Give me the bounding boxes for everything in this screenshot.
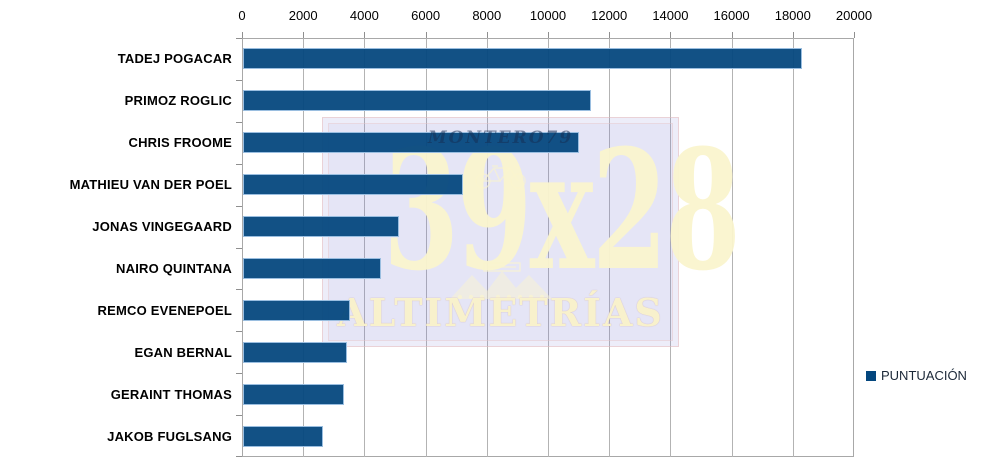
grid-line [731,38,733,457]
x-axis-tick-mark [548,32,549,38]
category-label: EGAN BERNAL [134,344,232,360]
grid-line [670,38,672,457]
y-axis-tick-mark [236,331,242,333]
y-axis-tick-mark [236,205,242,207]
grid-line [364,38,366,457]
grid-line [425,38,427,457]
category-label: GERAINT THOMAS [110,386,232,402]
x-axis-tick-mark [670,32,672,38]
x-axis-tick-label: 12000 [591,8,628,23]
x-axis-tick-label: 8000 [472,8,502,23]
y-axis-tick-mark [236,163,242,165]
bar [243,257,381,279]
category-label: JONAS VINGEGAARD [92,219,232,235]
y-axis-tick-mark [236,373,242,375]
category-label: CHRIS FROOME [128,135,232,151]
x-axis-tick-mark [364,32,366,38]
x-axis-tick-mark [792,32,794,38]
bar [243,48,802,70]
category-label: MATHIEU VAN DER POEL [69,177,232,193]
x-axis-tick-label: 6000 [411,8,441,23]
bar [243,90,592,112]
grid-line [548,38,549,457]
bar [243,132,579,154]
bar [243,216,400,238]
y-axis-tick-mark [236,121,242,123]
y-axis-tick-mark [236,456,242,457]
x-axis-tick-mark [731,32,733,38]
y-axis-tick-mark [236,38,242,39]
x-axis-tick-mark [425,32,427,38]
y-axis-tick-mark [236,247,242,249]
x-axis-tick-label: 20000 [835,8,873,23]
grid-line [303,38,305,457]
x-axis-tick-label: 18000 [774,8,811,23]
x-axis-tick-label: 0 [238,8,246,23]
mountains-icon [449,262,552,300]
bar [243,341,347,363]
category-label: TADEJ POGACAR [117,51,232,67]
legend: PUNTUACIÓN [866,368,967,383]
category-label: NAIRO QUINTANA [116,260,232,276]
x-axis-tick-label: 2000 [288,8,318,23]
bar [243,299,351,321]
y-axis-tick-mark [236,289,242,291]
category-label: PRIMOZ ROGLIC [124,93,232,109]
bar [243,174,464,196]
grid-line [609,38,611,457]
x-axis-tick-label: 14000 [652,8,689,23]
bicycle-icon [474,165,526,189]
bar [243,383,345,405]
grid-line [792,38,794,457]
legend-series-label: PUNTUACIÓN [881,368,967,383]
bar [243,425,324,447]
watermark-brand-text: 39x28 [383,113,740,307]
category-label: REMCO EVENEPOEL [97,302,232,318]
x-axis-tick-mark [854,32,855,38]
y-axis-tick-mark [236,79,242,81]
grid-line [486,38,488,457]
y-axis-tick-mark [236,415,242,417]
watermark-subtitle-text: ALTIMETRÍAS [337,290,664,335]
x-axis-tick-label: 4000 [349,8,379,23]
x-axis-tick-label: 10000 [529,8,567,23]
x-axis-tick-mark [609,32,611,38]
x-axis-tick-mark [242,32,243,38]
watermark-author-text: MONTERO79 [427,128,574,148]
category-label: JAKOB FUGLSANG [107,428,232,444]
x-axis-tick-label: 16000 [713,8,750,23]
legend-swatch-icon [866,371,876,381]
x-axis-tick-mark [486,32,488,38]
x-axis-tick-mark [303,32,305,38]
